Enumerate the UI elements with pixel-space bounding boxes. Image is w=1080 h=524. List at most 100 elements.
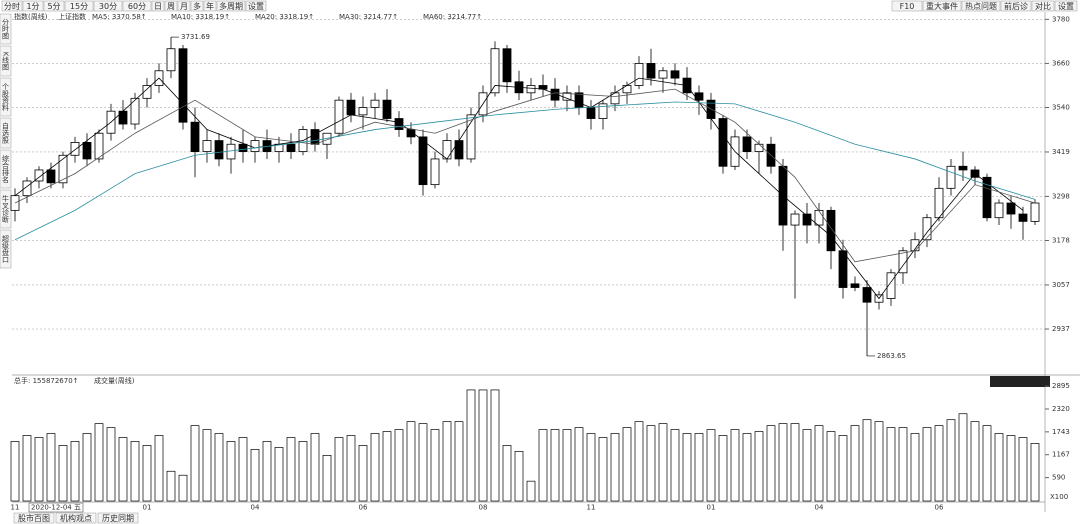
side-tab-label[interactable]: 超级盘口	[2, 234, 10, 263]
toolbar-tab-label[interactable]: 多	[193, 1, 201, 11]
volume-bar	[730, 429, 740, 502]
bottom-tab[interactable]	[13, 512, 55, 524]
volume-bar	[718, 435, 728, 502]
legend-item: 成交量(周线)	[94, 376, 135, 385]
toolbar-tab-label[interactable]: 月	[180, 2, 188, 11]
candle-body	[166, 48, 176, 72]
side-tab[interactable]	[0, 45, 12, 77]
toolbar-tab-label[interactable]: 热点问题	[965, 1, 997, 11]
candle-body	[994, 202, 1004, 219]
candle-body	[370, 99, 380, 108]
toolbar-tab[interactable]	[164, 0, 178, 12]
candle-body	[202, 140, 212, 152]
side-tab-label[interactable]: 牛叉诊断	[2, 194, 10, 224]
side-tab[interactable]	[0, 149, 12, 189]
side-tab[interactable]	[0, 117, 12, 149]
candle-body	[442, 140, 452, 160]
volume-bar	[790, 423, 800, 502]
toolbar-tab-label[interactable]: 5分	[47, 2, 60, 11]
toolbar-tab[interactable]	[1054, 0, 1078, 12]
side-tab-label[interactable]: 分时图	[2, 18, 10, 41]
toolbar-tab[interactable]	[961, 0, 1001, 12]
toolbar-tab-label[interactable]: 对比	[1035, 1, 1051, 11]
side-tab-label[interactable]: 个股资料	[2, 83, 10, 112]
toolbar-tab[interactable]	[43, 0, 65, 12]
toolbar-tab-label[interactable]: 60分	[128, 2, 146, 11]
volume-bar	[46, 433, 56, 502]
toolbar-tab-label[interactable]: 设置	[1058, 1, 1074, 11]
volume-bar	[910, 433, 920, 502]
candle-body	[646, 63, 656, 79]
toolbar-tab[interactable]	[1, 0, 23, 12]
toolbar-tab[interactable]	[151, 0, 165, 12]
side-tab-label[interactable]: K线图	[2, 52, 10, 72]
candle-body	[898, 250, 908, 274]
volume-bar	[346, 435, 356, 502]
toolbar-tab-label[interactable]: 重大事件	[926, 1, 958, 11]
toolbar-tab-label[interactable]: 分时	[4, 1, 20, 11]
volume-bar	[382, 431, 392, 502]
toolbar-tab[interactable]	[1000, 0, 1032, 12]
volume-bar	[178, 474, 188, 502]
candle-body	[130, 97, 140, 125]
volume-bar	[766, 425, 776, 502]
toolbar-tab[interactable]	[1031, 0, 1055, 12]
candle-body	[598, 103, 608, 119]
volume-bar	[634, 421, 644, 502]
candle-body	[430, 158, 440, 186]
toolbar-tab[interactable]	[203, 0, 217, 12]
toolbar-tab-label[interactable]: 日	[154, 2, 162, 11]
volume-bar	[1018, 437, 1028, 502]
volume-bar	[838, 435, 848, 502]
y-tick-label: 3419	[1052, 148, 1070, 156]
toolbar-tab-label[interactable]: 周	[167, 2, 175, 11]
side-tab-label[interactable]: 综合排名	[2, 154, 10, 184]
candle-body	[358, 107, 368, 116]
legend-item: MA30: 3214.77↑	[339, 13, 398, 21]
bottom-tab[interactable]	[97, 512, 139, 524]
toolbar-tab[interactable]	[122, 0, 152, 12]
volume-bar	[238, 437, 248, 502]
side-tab[interactable]	[0, 229, 12, 269]
y-tick-label: 1167	[1052, 451, 1070, 459]
toolbar-tab[interactable]	[93, 0, 123, 12]
toolbar-tab-label[interactable]: 多周期	[219, 1, 243, 11]
candle-body	[982, 176, 992, 219]
toolbar-tab-label[interactable]: F10	[900, 2, 915, 11]
candle-body	[586, 107, 596, 119]
toolbar-tab-label[interactable]: 设置	[248, 1, 264, 11]
toolbar-tab[interactable]	[245, 0, 267, 12]
toolbar-tab[interactable]	[216, 0, 246, 12]
volume-bar	[130, 441, 140, 502]
volume-bar	[754, 431, 764, 502]
toolbar-tab[interactable]	[922, 0, 962, 12]
candle-body	[718, 118, 728, 167]
volume-bar	[214, 433, 224, 502]
toolbar-tab-label[interactable]: 年	[206, 1, 214, 11]
volume-bar	[418, 423, 428, 502]
toolbar-tab-label[interactable]: 1分	[26, 2, 39, 11]
side-tab[interactable]	[0, 13, 12, 45]
toolbar-tab[interactable]	[891, 0, 923, 12]
toolbar-tab-label[interactable]: 前后诊	[1004, 1, 1028, 11]
toolbar-tab[interactable]	[64, 0, 94, 12]
toolbar-tab-label[interactable]: 30分	[99, 2, 117, 11]
bottom-tab-label[interactable]: 机构观点	[60, 513, 92, 523]
bottom-tab-label[interactable]: 历史同期	[102, 513, 134, 523]
annotation: 3731.69	[181, 33, 210, 41]
candle-body	[658, 70, 668, 79]
volume-bar	[682, 433, 692, 502]
volume-bar	[454, 421, 464, 502]
toolbar-tab[interactable]	[22, 0, 44, 12]
x-tick-label: 08	[479, 504, 488, 512]
toolbar-tab-label[interactable]: 15分	[70, 2, 88, 11]
side-tab-label[interactable]: 自选股	[2, 122, 10, 145]
toolbar-tab[interactable]	[177, 0, 191, 12]
side-tab[interactable]	[0, 77, 12, 117]
crosshair-date-box	[28, 502, 84, 513]
toolbar-tab[interactable]	[190, 0, 204, 12]
volume-selector[interactable]	[990, 376, 1050, 387]
candle-body	[850, 283, 860, 288]
bottom-tab[interactable]	[55, 512, 97, 524]
bottom-tab-label[interactable]: 股市百图	[18, 513, 50, 523]
